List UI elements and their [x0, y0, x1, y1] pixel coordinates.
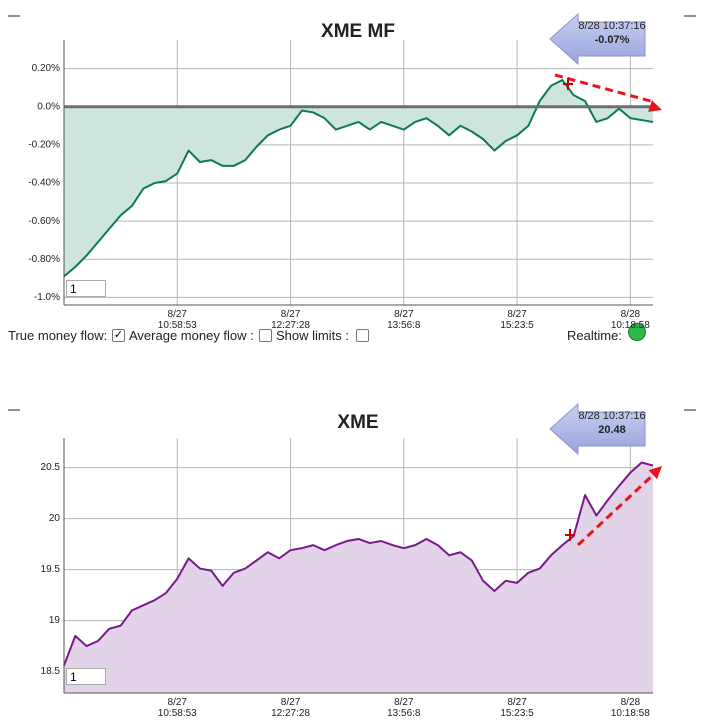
- input-box: 1: [66, 280, 106, 297]
- y-tick-label: -0.80%: [28, 254, 60, 265]
- label: Average money flow :: [129, 328, 254, 343]
- x-tick-label: 8/28 10:18:58: [610, 697, 650, 719]
- x-tick-label: 8/27 13:56:8: [387, 309, 421, 331]
- callout-time: 8/28 10:37:16: [578, 410, 645, 422]
- trend-arrow: [554, 73, 655, 104]
- label: Realtime:: [567, 328, 622, 343]
- label: Show limits :: [276, 328, 349, 343]
- callout: [549, 12, 646, 66]
- y-tick-label: 19.5: [41, 564, 61, 575]
- callout-value: -0.07%: [595, 34, 630, 46]
- line: [63, 79, 654, 278]
- x-tick-label: 8/27 10:58:53: [157, 697, 197, 719]
- x-tick-label: 8/27 15:23:5: [500, 309, 534, 331]
- y-tick-label: 19: [49, 615, 61, 626]
- x-tick-label: 8/28 10:18:58: [610, 309, 650, 331]
- callout-value: 20.48: [598, 424, 626, 436]
- chart-title: XME: [337, 412, 378, 433]
- trend-arrow: [576, 472, 656, 547]
- input-box: 1: [66, 668, 106, 685]
- trend-arrow-head: [648, 466, 662, 480]
- y-tick-label: 0.20%: [32, 63, 60, 74]
- marker: [563, 78, 573, 90]
- trend-arrow-head: [648, 100, 662, 112]
- x-tick-label: 8/27 12:27:28: [271, 697, 310, 719]
- y-tick-label: -1.0%: [34, 292, 60, 303]
- y-tick-label: -0.20%: [28, 139, 60, 150]
- y-tick-label: 20.5: [41, 462, 61, 473]
- realtime-indicator: [628, 323, 646, 341]
- callout-time: 8/28 10:37:16: [578, 20, 645, 32]
- y-tick-label: -0.40%: [28, 178, 60, 189]
- callout: [549, 402, 646, 456]
- checkbox[interactable]: [356, 329, 369, 342]
- checkbox[interactable]: ✓: [112, 329, 125, 342]
- x-tick-label: 8/27 13:56:8: [387, 697, 421, 719]
- y-tick-label: 0.0%: [37, 101, 60, 112]
- x-tick-label: 8/27 10:58:53: [157, 309, 197, 331]
- chart-title: XME MF: [321, 21, 395, 42]
- checkbox[interactable]: [259, 329, 272, 342]
- y-tick-label: -0.60%: [28, 216, 60, 227]
- area: [64, 80, 653, 277]
- y-tick-label: 18.5: [41, 666, 61, 677]
- x-tick-label: 8/27 15:23:5: [500, 697, 534, 719]
- x-tick-label: 8/27 12:27:28: [271, 309, 310, 331]
- line: [63, 461, 654, 666]
- label: True money flow:: [8, 328, 108, 343]
- y-tick-label: 20: [49, 513, 61, 524]
- area: [64, 462, 653, 693]
- marker: [565, 529, 575, 541]
